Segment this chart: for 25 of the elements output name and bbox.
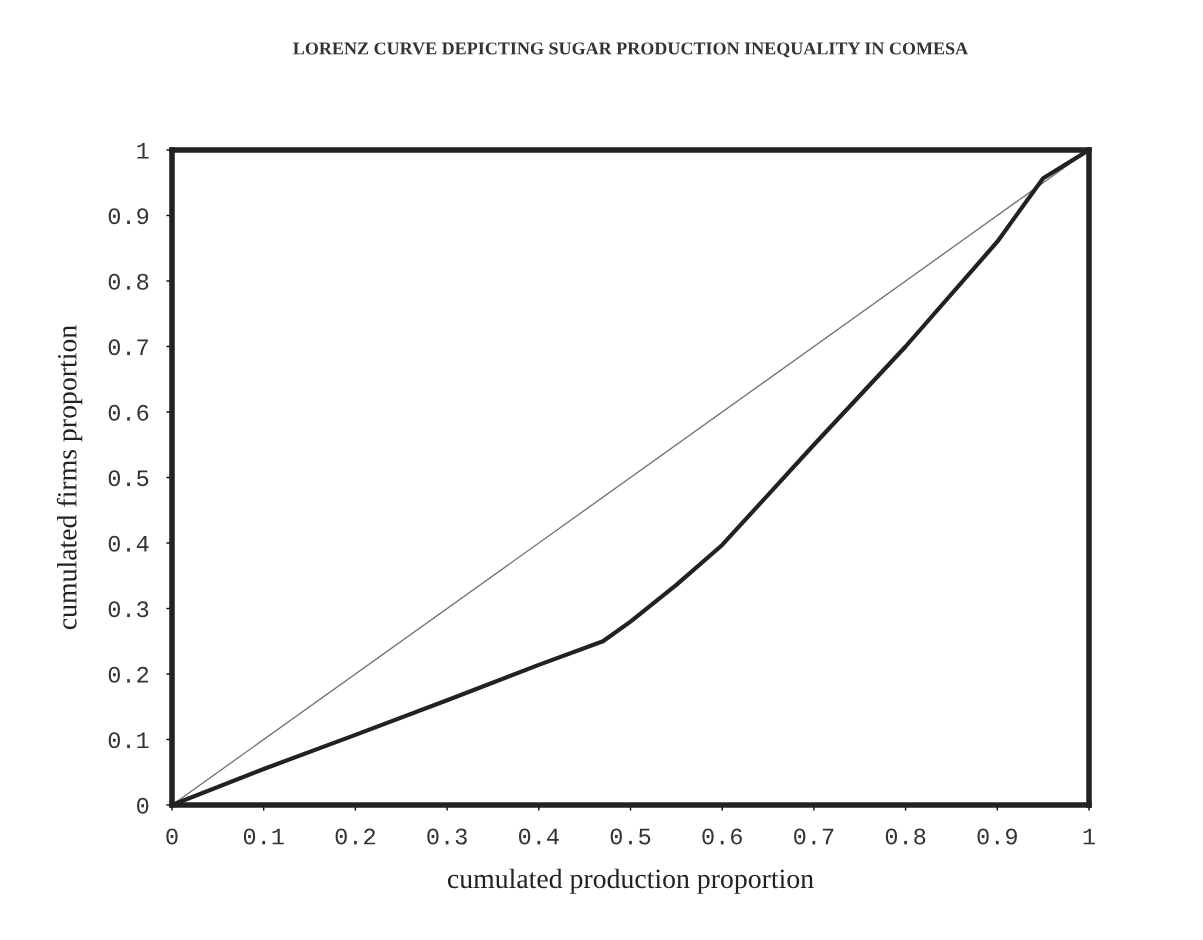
y-tick-label: 0.9 [108,208,149,225]
y-tick-label: 0 [137,797,149,814]
x-tick-label: 0 [166,828,178,845]
x-tick-label: 0.3 [427,828,467,845]
x-tick-label: 0.7 [794,828,834,845]
x-tick-label: 0.6 [702,828,742,845]
y-tick-label: 0.7 [108,339,148,356]
y-tick-label: 0.2 [108,666,149,683]
x-tick-label: 0.4 [518,828,559,845]
x-axis-title: cumulated production proportion [447,868,814,894]
x-tick-label: 0.2 [335,828,375,845]
y-axis-title: cumulated firms proportion [56,325,83,630]
y-tick-label: 0.3 [108,601,149,618]
x-tick-label: 0.1 [243,828,284,845]
y-tick-label: 1 [137,143,149,159]
x-tick-label: 0.5 [610,828,651,845]
y-tick-label: 0.5 [108,470,149,487]
y-tick-label: 0.1 [108,732,149,749]
chart-title: LORENZ CURVE DEPICTING SUGAR PRODUCTION INEQUALITY IN COMESA [293,42,969,58]
x-tick-label: 1 [1083,828,1095,845]
x-tick-label: 0.8 [885,828,926,845]
y-tick-label: 0.8 [108,273,149,290]
y-tick-label: 0.4 [108,535,149,552]
y-tick-label: 0.6 [108,404,149,421]
x-tick-label: 0.9 [977,828,1017,845]
